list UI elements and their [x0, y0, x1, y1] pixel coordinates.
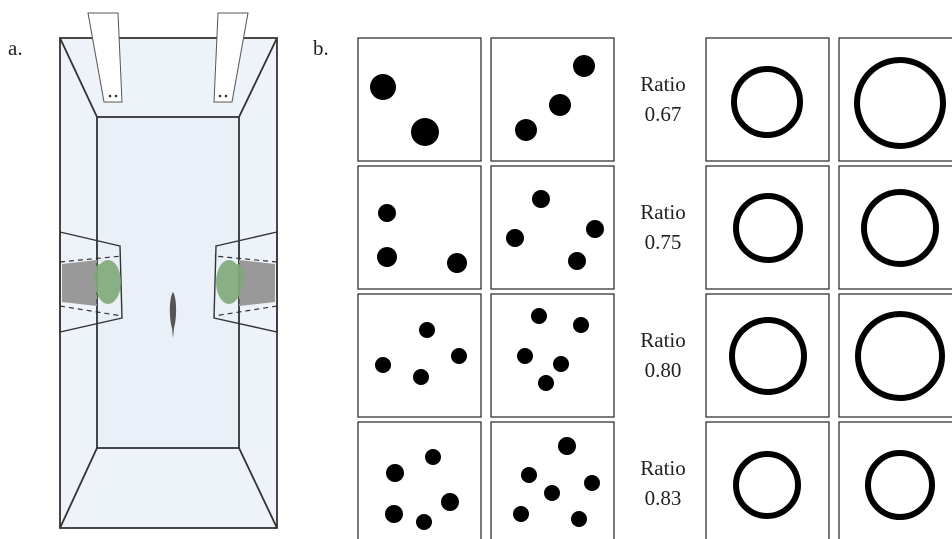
ratio-label: Ratio — [640, 456, 686, 480]
ratio-labels: Ratio 0.67 Ratio 0.75 Ratio 0.80 Ratio 0… — [640, 72, 686, 510]
ratio-label: Ratio — [640, 72, 686, 96]
ratio-value: 0.80 — [645, 358, 682, 382]
ratio-label: Ratio — [640, 328, 686, 352]
ratio-value: 0.75 — [645, 230, 682, 254]
tank-diagram — [60, 13, 277, 528]
ratio-value: 0.83 — [645, 486, 682, 510]
figure: a. b. — [0, 0, 952, 539]
ratio-label: Ratio — [640, 200, 686, 224]
panel-label: b. — [313, 36, 329, 60]
ratio-value: 0.67 — [645, 102, 682, 126]
panel-label: a. — [8, 36, 23, 60]
